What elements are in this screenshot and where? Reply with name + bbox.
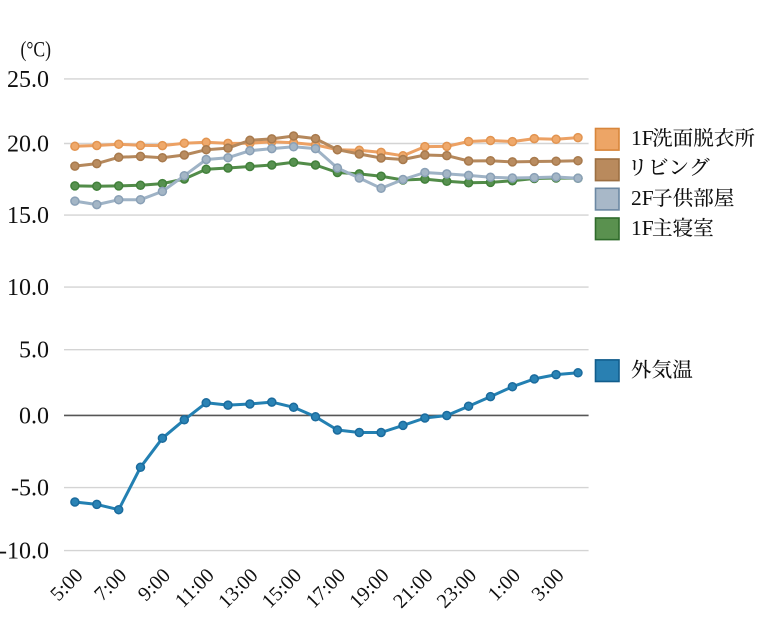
svg-text:0.0: 0.0	[19, 403, 49, 429]
svg-text:25.0: 25.0	[7, 67, 49, 93]
svg-text:1F: 1F	[631, 216, 654, 240]
svg-text:15.0: 15.0	[7, 203, 49, 229]
svg-text:5.0: 5.0	[19, 338, 49, 364]
svg-text:(°C): (°C)	[21, 37, 52, 62]
svg-text:1F: 1F	[631, 126, 654, 150]
svg-text:20.0: 20.0	[7, 132, 49, 158]
svg-text:-10.0: -10.0	[0, 539, 49, 565]
svg-text:2F: 2F	[631, 186, 654, 210]
svg-text:10.0: 10.0	[7, 275, 49, 301]
svg-text:-5.0: -5.0	[11, 476, 49, 502]
